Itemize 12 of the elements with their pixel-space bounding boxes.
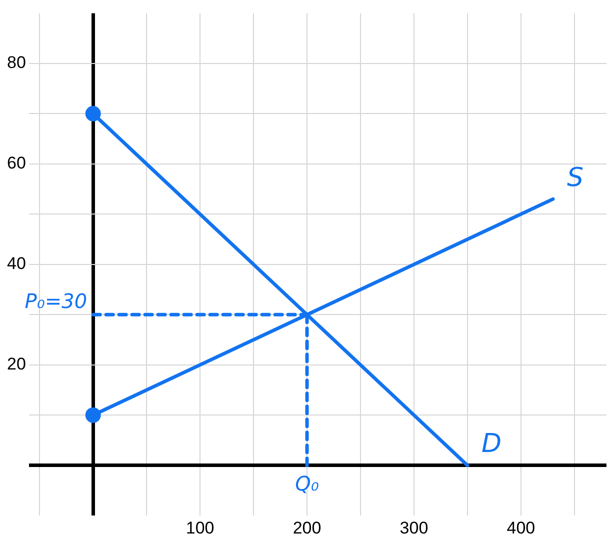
- y-tick-label: 60: [6, 154, 26, 173]
- x-tick-label: 300: [400, 518, 428, 538]
- y-tick-label: 40: [6, 254, 26, 274]
- annotation: Q₀: [295, 472, 319, 496]
- series-label: S: [567, 162, 584, 193]
- y-tick-label: 20: [6, 354, 26, 374]
- x-tick-label: 100: [186, 518, 214, 538]
- annotation: P₀=30: [24, 288, 88, 313]
- series-label: D: [481, 429, 502, 460]
- x-tick-label: 400: [506, 518, 536, 538]
- y-tick-label: 80: [6, 53, 26, 72]
- x-tick-label: 200: [292, 518, 322, 538]
